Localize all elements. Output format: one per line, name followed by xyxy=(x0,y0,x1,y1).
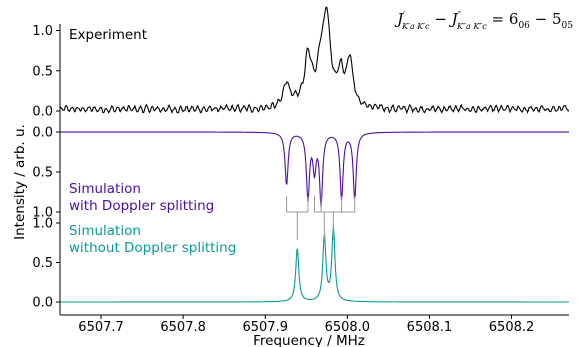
simulation-nodoppler-y-tick-label-1: 0.0 xyxy=(32,296,53,311)
x-tick-label-6: 6508.2 xyxy=(489,320,535,335)
experiment-y-tick-label-2: 0.5 xyxy=(32,64,53,79)
transition-eq: = 6 xyxy=(487,10,519,28)
experiment-y-tick-label-3: 1.0 xyxy=(32,24,53,39)
x-axis-title: Frequency / MHz xyxy=(253,333,365,347)
x-tick-label-2: 6507.8 xyxy=(160,320,206,335)
doppler-bracket-2 xyxy=(314,196,343,213)
simulation-nodoppler-label-line1: Simulation xyxy=(69,223,141,239)
transition-sub2: 05 xyxy=(562,21,574,31)
x-tick-label-4: 6508.0 xyxy=(325,320,371,335)
simulation-doppler-y-tick-label-2: 0.5 xyxy=(32,166,53,181)
doppler-bracket-3 xyxy=(320,196,356,213)
x-tick-label-5: 6508.1 xyxy=(407,320,453,335)
transition-label: J′ K′a K′c − J″ K″a K″c = 606 − 505 xyxy=(394,10,573,31)
simulation-nodoppler-y-tick-label-2: 0.5 xyxy=(32,256,53,271)
transition-dash: − xyxy=(430,10,452,28)
x-tick-label-1: 6507.7 xyxy=(78,320,124,335)
y-axis-title: Intensity / arb. u. xyxy=(12,124,28,240)
series-line-experiment xyxy=(59,6,570,115)
transition-mid: − 5 xyxy=(530,10,562,28)
transition-rhs-sup: ″ xyxy=(458,11,462,21)
doppler-bracket-1 xyxy=(286,196,309,213)
simulation-nodoppler-label: Simulation without Doppler splitting xyxy=(69,223,236,256)
transition-lhs-main: J xyxy=(394,10,404,28)
series-line-simulation-doppler xyxy=(60,131,569,208)
simulation-doppler-label-line2: with Doppler splitting xyxy=(69,198,214,214)
simulation-nodoppler-label-line2: without Doppler splitting xyxy=(69,240,236,256)
series-line-simulation-nodoppler xyxy=(60,225,569,303)
transition-lhs-sub: K′a K′c xyxy=(401,22,430,31)
experiment-y-tick-label-1: 0.0 xyxy=(32,105,53,120)
transition-sub1: 06 xyxy=(518,21,530,31)
simulation-doppler-label: Simulation with Doppler splitting xyxy=(69,181,214,214)
transition-lhs-sup: ′ xyxy=(403,11,405,21)
transition-rhs-main: J xyxy=(449,10,459,28)
experiment-label: Experiment xyxy=(69,27,147,43)
simulation-nodoppler-y-tick-label-3: 1.0 xyxy=(32,217,53,232)
simulation-doppler-y-tick-label-1: 0.0 xyxy=(32,126,53,141)
simulation-doppler-y-tick-label-3: 1.0 xyxy=(32,206,53,221)
x-tick-label-3: 6507.9 xyxy=(242,320,288,335)
transition-rhs-sub: K″a K″c xyxy=(456,22,487,31)
simulation-doppler-label-line1: Simulation xyxy=(69,181,141,197)
